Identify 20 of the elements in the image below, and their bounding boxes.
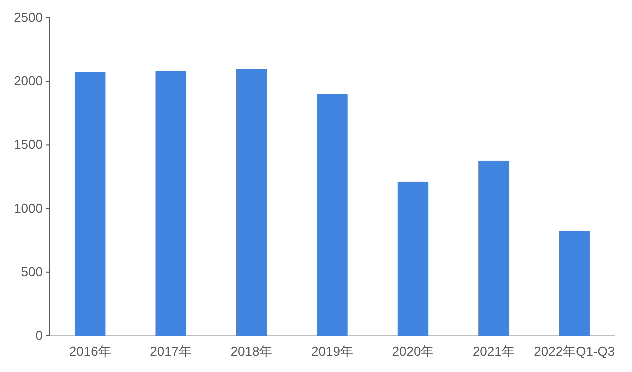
y-tick-label: 0 <box>36 328 43 343</box>
bar <box>236 69 268 336</box>
x-tick-label: 2019年 <box>312 344 354 359</box>
y-tick-label: 1500 <box>14 137 43 152</box>
bar <box>398 182 429 336</box>
y-tick-label: 2000 <box>14 74 43 89</box>
x-tick-label: 2020年 <box>392 344 434 359</box>
bar <box>156 71 186 336</box>
bar <box>75 72 106 336</box>
bar <box>317 94 348 336</box>
bar <box>559 231 590 336</box>
y-tick-label: 500 <box>21 264 43 280</box>
x-tick-label: 2022年Q1-Q3 <box>534 344 616 359</box>
x-tick-label: 2018年 <box>230 344 273 359</box>
x-tick-label: 2017年 <box>150 344 192 359</box>
x-tick-label: 2016年 <box>69 344 112 359</box>
bar <box>478 160 510 336</box>
y-tick-label: 1000 <box>14 200 43 216</box>
x-tick-label: 2021年 <box>472 344 515 359</box>
y-tick-label: 2500 <box>14 10 43 25</box>
